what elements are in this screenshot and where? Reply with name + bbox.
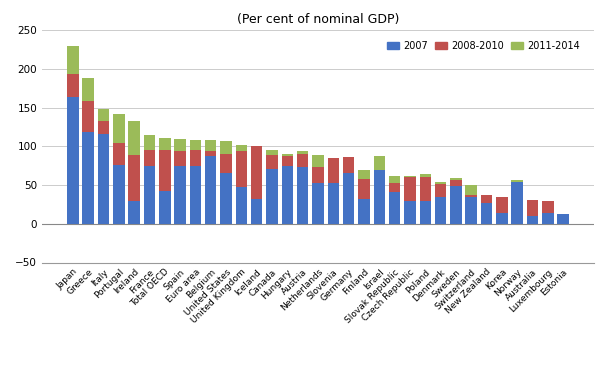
Bar: [404, 176, 416, 177]
Bar: [496, 197, 508, 213]
Bar: [358, 170, 370, 179]
Bar: [98, 109, 109, 122]
Bar: [159, 138, 170, 150]
Bar: [82, 132, 94, 224]
Bar: [297, 151, 308, 167]
Bar: [328, 183, 339, 224]
Bar: [297, 151, 308, 154]
Bar: [281, 156, 293, 166]
Bar: [358, 179, 370, 199]
Bar: [266, 155, 278, 169]
Bar: [466, 196, 477, 224]
Bar: [144, 150, 155, 166]
Bar: [159, 191, 170, 224]
Bar: [236, 151, 247, 188]
Bar: [266, 169, 278, 224]
Bar: [281, 166, 293, 224]
Bar: [266, 150, 278, 155]
Bar: [542, 201, 554, 213]
Bar: [190, 150, 201, 166]
Bar: [450, 180, 461, 186]
Bar: [389, 177, 400, 183]
Bar: [128, 122, 140, 155]
Bar: [374, 156, 385, 165]
Bar: [128, 155, 140, 201]
Bar: [496, 213, 508, 224]
Bar: [281, 154, 293, 156]
Bar: [450, 186, 461, 224]
Bar: [205, 140, 217, 151]
Bar: [175, 151, 186, 166]
Bar: [312, 167, 324, 183]
Legend: 2007, 2008-2010, 2011-2014: 2007, 2008-2010, 2011-2014: [383, 37, 584, 55]
Bar: [144, 135, 155, 150]
Bar: [82, 78, 94, 101]
Bar: [343, 173, 355, 224]
Bar: [466, 185, 477, 196]
Bar: [481, 203, 492, 224]
Bar: [220, 141, 232, 154]
Bar: [419, 174, 431, 177]
Bar: [175, 138, 186, 151]
Bar: [67, 98, 79, 224]
Bar: [511, 180, 523, 182]
Bar: [236, 146, 247, 151]
Bar: [190, 166, 201, 224]
Bar: [450, 178, 461, 180]
Bar: [128, 201, 140, 224]
Bar: [67, 74, 79, 98]
Bar: [542, 213, 554, 224]
Bar: [98, 122, 109, 134]
Bar: [496, 196, 508, 197]
Bar: [297, 167, 308, 224]
Bar: [511, 180, 523, 224]
Bar: [312, 155, 324, 167]
Bar: [419, 174, 431, 201]
Bar: [175, 166, 186, 224]
Bar: [82, 101, 94, 132]
Bar: [404, 201, 416, 224]
Bar: [98, 134, 109, 224]
Bar: [435, 197, 446, 224]
Bar: [113, 143, 125, 165]
Bar: [144, 166, 155, 224]
Bar: [435, 184, 446, 197]
Bar: [389, 183, 400, 192]
Bar: [220, 154, 232, 173]
Bar: [419, 201, 431, 224]
Bar: [374, 156, 385, 170]
Bar: [435, 182, 446, 184]
Bar: [236, 188, 247, 224]
Bar: [343, 157, 355, 173]
Bar: [358, 199, 370, 224]
Bar: [527, 200, 538, 216]
Bar: [511, 180, 523, 182]
Bar: [389, 192, 400, 224]
Bar: [113, 114, 125, 143]
Bar: [159, 150, 170, 191]
Bar: [466, 185, 477, 195]
Bar: [251, 146, 262, 199]
Bar: [312, 183, 324, 224]
Bar: [251, 199, 262, 224]
Bar: [190, 140, 201, 150]
Bar: [374, 165, 385, 224]
Bar: [67, 45, 79, 74]
Bar: [481, 195, 492, 203]
Bar: [404, 176, 416, 201]
Bar: [113, 165, 125, 224]
Title: (Per cent of nominal GDP): (Per cent of nominal GDP): [237, 13, 399, 26]
Bar: [205, 156, 217, 224]
Bar: [557, 214, 569, 224]
Bar: [205, 151, 217, 156]
Bar: [220, 173, 232, 224]
Bar: [328, 158, 339, 183]
Bar: [527, 216, 538, 224]
